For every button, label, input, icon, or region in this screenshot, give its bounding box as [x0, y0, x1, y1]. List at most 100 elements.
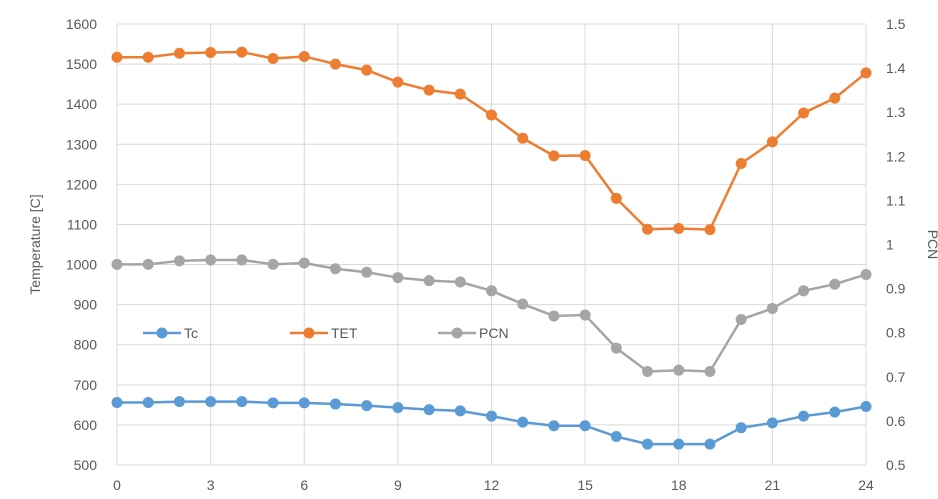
data-point: [392, 76, 404, 88]
data-point: [205, 396, 217, 408]
data-point: [173, 255, 185, 267]
x-axis-ticks: 0 3 6 9 12 15 18 21 24: [113, 477, 874, 493]
data-point: [735, 422, 747, 434]
right-axis-ticks: 0.5 0.6 0.7 0.8 0.9 1 1.1 1.2 1.3 1.4 1.5: [886, 16, 906, 473]
data-point: [517, 132, 529, 144]
data-point: [486, 109, 497, 121]
right-tick-label: 0.7: [886, 369, 906, 385]
data-point: [579, 420, 591, 432]
data-point: [548, 150, 560, 162]
data-point: [423, 404, 435, 416]
data-point: [829, 278, 841, 290]
data-point: [517, 416, 529, 428]
right-tick-label: 0.9: [886, 281, 906, 297]
data-point: [735, 158, 747, 170]
data-point: [454, 88, 466, 100]
right-axis-title: PCN: [925, 230, 938, 260]
data-point: [579, 149, 591, 161]
left-tick-label: 1600: [66, 16, 97, 32]
legend-label: Tc: [184, 325, 198, 341]
data-point: [673, 438, 685, 450]
data-point: [486, 285, 497, 297]
data-point: [361, 64, 373, 76]
data-point: [766, 302, 778, 314]
data-point: [704, 366, 716, 378]
data-point: [610, 342, 622, 354]
legend-marker: [451, 327, 463, 339]
x-tick-label: 18: [671, 477, 687, 493]
right-tick-label: 1.4: [886, 60, 906, 76]
series-tc: [111, 396, 872, 450]
data-point: [454, 405, 466, 417]
x-tick-label: 0: [113, 477, 121, 493]
left-tick-label: 1000: [66, 257, 97, 273]
x-tick-label: 21: [765, 477, 781, 493]
data-point: [142, 258, 154, 270]
data-point: [704, 224, 716, 236]
data-point: [860, 67, 872, 79]
series-pcn: [111, 254, 872, 378]
x-tick-label: 15: [577, 477, 593, 493]
left-tick-label: 1500: [66, 56, 97, 72]
data-point: [486, 410, 497, 422]
right-tick-label: 1.1: [886, 192, 906, 208]
data-point: [329, 263, 341, 275]
left-tick-label: 1400: [66, 96, 97, 112]
data-point: [361, 400, 373, 412]
data-point: [267, 258, 279, 270]
series-tet: [111, 46, 872, 236]
left-tick-label: 900: [74, 297, 98, 313]
data-point: [236, 46, 248, 58]
data-point: [392, 272, 404, 284]
data-point: [735, 313, 747, 325]
left-tick-label: 1300: [66, 136, 97, 152]
left-axis-title: Temperature [C]: [27, 194, 43, 294]
left-tick-label: 1200: [66, 176, 97, 192]
series-group: [111, 46, 872, 450]
x-tick-label: 3: [207, 477, 215, 493]
left-tick-label: 1100: [67, 216, 97, 232]
left-tick-label: 600: [74, 417, 98, 433]
legend-label: TET: [331, 325, 358, 341]
x-tick-label: 6: [300, 477, 308, 493]
legend-marker: [156, 327, 168, 339]
data-point: [392, 402, 404, 414]
data-point: [329, 58, 341, 70]
data-point: [298, 397, 310, 409]
x-tick-label: 9: [394, 477, 402, 493]
data-point: [111, 258, 123, 270]
legend-label: PCN: [479, 325, 509, 341]
data-point: [798, 107, 810, 119]
data-point: [610, 431, 622, 443]
data-point: [173, 47, 185, 59]
data-point: [361, 266, 373, 278]
right-tick-label: 1.5: [886, 16, 906, 32]
legend-marker: [303, 327, 315, 339]
right-tick-label: 0.6: [886, 413, 906, 429]
data-point: [610, 192, 622, 204]
data-point: [267, 52, 279, 64]
left-axis-ticks: 500 600 700 800 900 1000 1100 1200 1300 1400 1500 1…: [66, 16, 97, 473]
data-point: [236, 254, 248, 266]
data-point: [798, 410, 810, 422]
data-point: [173, 396, 185, 408]
data-point: [236, 396, 248, 408]
data-point: [642, 438, 654, 450]
right-tick-label: 1.3: [886, 104, 906, 120]
legend-item-tet: TET: [290, 325, 358, 341]
left-tick-label: 800: [74, 337, 98, 353]
data-point: [423, 84, 435, 96]
data-point: [205, 254, 217, 266]
data-point: [642, 223, 654, 235]
legend-item-pcn: PCN: [438, 325, 509, 341]
data-point: [423, 275, 435, 287]
data-point: [142, 396, 154, 408]
data-point: [267, 397, 279, 409]
left-tick-label: 700: [74, 377, 98, 393]
left-tick-label: 500: [74, 457, 98, 473]
data-point: [454, 276, 466, 288]
data-point: [111, 51, 123, 63]
